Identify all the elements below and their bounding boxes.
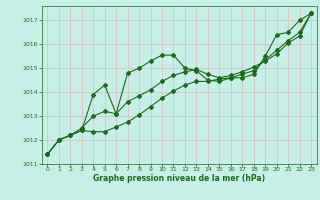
X-axis label: Graphe pression niveau de la mer (hPa): Graphe pression niveau de la mer (hPa) — [93, 174, 265, 183]
